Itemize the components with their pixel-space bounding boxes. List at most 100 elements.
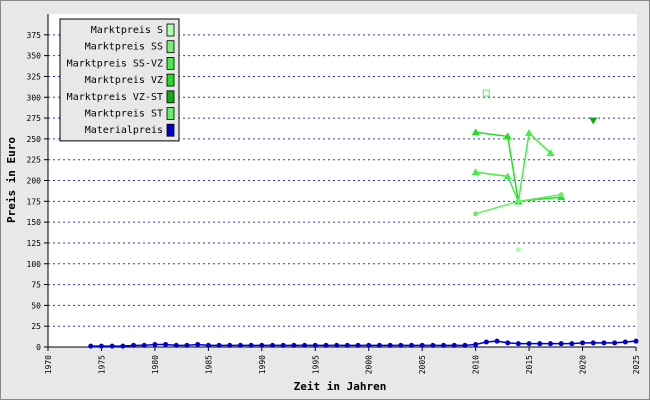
marker	[302, 342, 308, 348]
marker	[376, 342, 382, 348]
legend-swatch	[166, 23, 175, 37]
legend-label: Marktpreis VZ-ST	[67, 92, 163, 103]
marker	[515, 341, 521, 347]
y-tick-label: 325	[27, 72, 42, 81]
marker	[173, 342, 179, 348]
marker	[580, 340, 586, 346]
marker	[184, 342, 190, 348]
marker	[141, 342, 147, 348]
marker	[569, 341, 575, 347]
x-axis-label: Zeit in Jahren	[294, 380, 387, 393]
marker	[259, 342, 265, 348]
marker	[622, 339, 628, 345]
x-tick-label: 2010	[472, 355, 481, 374]
marker	[163, 342, 169, 348]
marker	[323, 342, 329, 348]
marker	[120, 343, 126, 349]
marker	[558, 192, 564, 198]
legend-label: Materialpreis	[85, 125, 163, 136]
legend-box	[59, 18, 180, 142]
marker	[558, 341, 564, 347]
marker	[589, 117, 598, 125]
marker	[291, 342, 297, 348]
y-tick-label: 200	[27, 177, 42, 186]
legend-swatch	[166, 40, 175, 54]
marker	[473, 342, 479, 348]
x-tick-label: 1995	[311, 355, 320, 374]
y-tick-label: 225	[27, 156, 42, 165]
legend-swatch	[166, 107, 175, 120]
marker	[216, 342, 222, 348]
y-tick-label: 100	[27, 260, 42, 269]
marker	[152, 342, 158, 348]
y-tick-label: 350	[27, 52, 42, 61]
marker	[88, 343, 94, 349]
marker	[131, 342, 137, 348]
x-tick-label: 2005	[418, 355, 427, 374]
marker	[248, 342, 254, 348]
marker	[366, 342, 372, 348]
y-axis-label: Preis in Euro	[5, 137, 18, 223]
marker	[462, 342, 468, 348]
marker	[515, 247, 521, 253]
y-tick-label: 75	[31, 281, 41, 290]
marker	[612, 340, 618, 346]
marker	[355, 342, 361, 348]
marker	[109, 343, 115, 349]
legend-swatch	[166, 57, 175, 70]
marker	[430, 342, 436, 348]
marker	[419, 342, 425, 348]
legend-label: Marktpreis ST	[85, 109, 163, 120]
y-tick-label: 250	[27, 135, 42, 144]
marker	[601, 340, 607, 346]
x-tick-label: 2015	[525, 355, 534, 374]
marker	[515, 198, 521, 204]
marker	[526, 341, 532, 347]
marker	[387, 342, 393, 348]
x-tick-label: 1985	[204, 355, 213, 374]
legend-label: Marktpreis SS-VZ	[67, 58, 163, 69]
x-tick-label: 2025	[632, 355, 641, 374]
marker	[546, 149, 555, 157]
marker	[494, 338, 500, 344]
marker	[471, 128, 480, 136]
y-tick-label: 375	[27, 31, 42, 40]
marker	[547, 341, 553, 347]
x-tick-label: 1970	[44, 355, 53, 374]
legend-swatch	[166, 123, 175, 137]
y-tick-label: 25	[31, 322, 41, 331]
marker	[451, 342, 457, 348]
y-tick-label: 125	[27, 239, 42, 248]
marker	[227, 342, 233, 348]
marker	[590, 340, 596, 346]
marker	[344, 342, 350, 348]
y-tick-label: 275	[27, 114, 42, 123]
marker	[408, 342, 414, 348]
marker	[471, 168, 480, 176]
marker	[205, 342, 211, 348]
marker	[505, 340, 511, 346]
marker	[525, 129, 534, 137]
legend-swatch	[166, 90, 175, 104]
marker	[482, 89, 490, 97]
legend-swatch	[166, 73, 175, 87]
marker	[633, 338, 639, 344]
marker	[98, 343, 104, 349]
legend-label: Marktpreis VZ	[85, 75, 163, 86]
marker	[398, 342, 404, 348]
x-tick-label: 1990	[258, 355, 267, 374]
marker	[503, 132, 512, 140]
marker	[473, 211, 479, 217]
y-tick-label: 0	[36, 343, 41, 352]
marker	[312, 342, 318, 348]
marker	[503, 172, 512, 180]
legend-label: Marktpreis S	[91, 25, 163, 36]
y-tick-label: 175	[27, 197, 42, 206]
y-tick-label: 150	[27, 218, 42, 227]
x-tick-label: 1980	[151, 355, 160, 374]
x-tick-label: 2020	[579, 355, 588, 374]
series-line	[475, 131, 562, 203]
x-tick-label: 2000	[365, 355, 374, 374]
marker	[270, 342, 276, 348]
marker	[280, 342, 286, 348]
